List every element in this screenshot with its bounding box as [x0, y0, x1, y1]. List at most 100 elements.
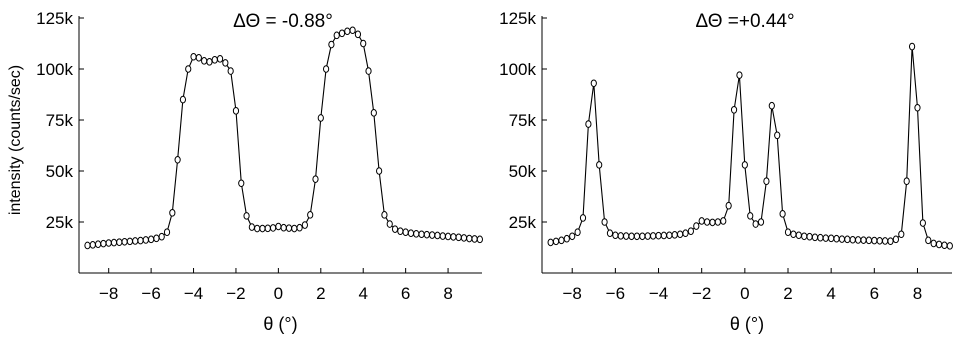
- data-point: [211, 56, 218, 64]
- data-point: [660, 231, 668, 240]
- data-point: [855, 236, 862, 244]
- data-point: [768, 101, 775, 110]
- data-point: [779, 210, 786, 218]
- data-point: [317, 114, 324, 122]
- series-line: [87, 29, 480, 247]
- data-point: [360, 39, 367, 48]
- data-point: [655, 231, 662, 240]
- y-tick-label: 100k: [36, 60, 73, 79]
- x-tick-label: 4: [826, 284, 835, 303]
- x-axis-label: θ (°): [730, 314, 764, 334]
- x-tick-label: −6: [606, 284, 625, 303]
- data-point: [222, 59, 229, 67]
- x-tick-label: −2: [692, 284, 711, 303]
- data-point: [434, 231, 441, 240]
- data-point: [460, 234, 468, 242]
- y-axis-label: intensity (counts/sec): [7, 65, 24, 215]
- data-point: [450, 233, 457, 241]
- data-point: [795, 231, 802, 240]
- data-point: [201, 57, 208, 65]
- data-point: [898, 230, 905, 239]
- chart-title: ΔΘ =+0.44°: [695, 11, 794, 32]
- data-point: [333, 31, 340, 40]
- data-point: [790, 230, 797, 239]
- x-axis-label: θ (°): [263, 314, 297, 334]
- data-point: [344, 27, 351, 36]
- data-point: [601, 218, 608, 226]
- data-point: [142, 236, 149, 244]
- data-point: [386, 220, 393, 228]
- data-point: [596, 161, 603, 169]
- data-point: [381, 211, 388, 219]
- data-point: [585, 120, 592, 128]
- data-point: [429, 231, 436, 239]
- data-point: [844, 235, 851, 244]
- data-point: [126, 237, 134, 246]
- data-point: [606, 229, 614, 238]
- data-point: [466, 234, 473, 243]
- data-point: [876, 236, 883, 245]
- data-point: [444, 232, 452, 241]
- data-point: [838, 235, 846, 243]
- data-point: [323, 65, 330, 73]
- data-point: [312, 175, 319, 183]
- data-point: [720, 217, 727, 225]
- data-point: [639, 232, 646, 241]
- data-point: [747, 212, 754, 220]
- data-point: [471, 235, 478, 243]
- y-tick-label: 125k: [499, 9, 536, 28]
- data-point: [280, 223, 287, 232]
- data-point: [741, 161, 748, 169]
- data-point: [725, 201, 732, 210]
- y-tick-label: 25k: [46, 213, 74, 232]
- chart-title: ΔΘ = -0.88°: [233, 11, 333, 32]
- data-point: [158, 232, 165, 241]
- data-point: [439, 232, 446, 240]
- data-point: [828, 234, 835, 243]
- data-point: [871, 236, 878, 245]
- data-point: [806, 232, 813, 241]
- data-point: [914, 103, 921, 112]
- data-point: [579, 214, 587, 222]
- data-point: [633, 232, 641, 241]
- x-tick-label: 2: [783, 284, 792, 303]
- x-tick-label: −8: [563, 284, 582, 303]
- data-point: [174, 155, 181, 164]
- y-tick-label: 50k: [509, 162, 537, 181]
- x-tick-label: −2: [226, 284, 245, 303]
- x-tick-label: 8: [913, 284, 922, 303]
- data-point: [763, 177, 770, 185]
- data-point: [903, 177, 910, 185]
- data-point: [376, 167, 383, 175]
- data-point: [227, 67, 234, 75]
- data-point: [709, 218, 716, 227]
- data-point: [612, 231, 619, 240]
- data-point: [105, 239, 112, 247]
- data-point: [822, 234, 829, 242]
- data-point: [682, 229, 689, 238]
- x-tick-label: −4: [184, 284, 203, 303]
- data-point: [666, 231, 673, 240]
- x-tick-label: 6: [401, 284, 410, 303]
- y-tick-label: 75k: [509, 111, 537, 130]
- data-point: [110, 238, 118, 247]
- data-point: [650, 232, 657, 240]
- left-chart-panel: 25k 50k 75k 100k 125k −8 −6 −4 −2 0 2 4 6 8 ΔΘ = -0.88…: [7, 9, 483, 334]
- data-point: [349, 26, 356, 35]
- data-point: [121, 237, 128, 246]
- data-point: [558, 236, 565, 245]
- data-point: [206, 58, 213, 66]
- data-point: [892, 235, 899, 244]
- data-point: [574, 228, 581, 236]
- data-point: [941, 241, 948, 250]
- data-point: [100, 239, 107, 248]
- data-point: [338, 29, 346, 38]
- data-point: [153, 234, 160, 243]
- y-tick-label: 25k: [509, 213, 537, 232]
- y-tick-label: 50k: [46, 162, 74, 181]
- data-point: [752, 220, 759, 228]
- x-tick-label: 8: [443, 284, 452, 303]
- data-point: [307, 211, 314, 219]
- data-point: [370, 109, 377, 117]
